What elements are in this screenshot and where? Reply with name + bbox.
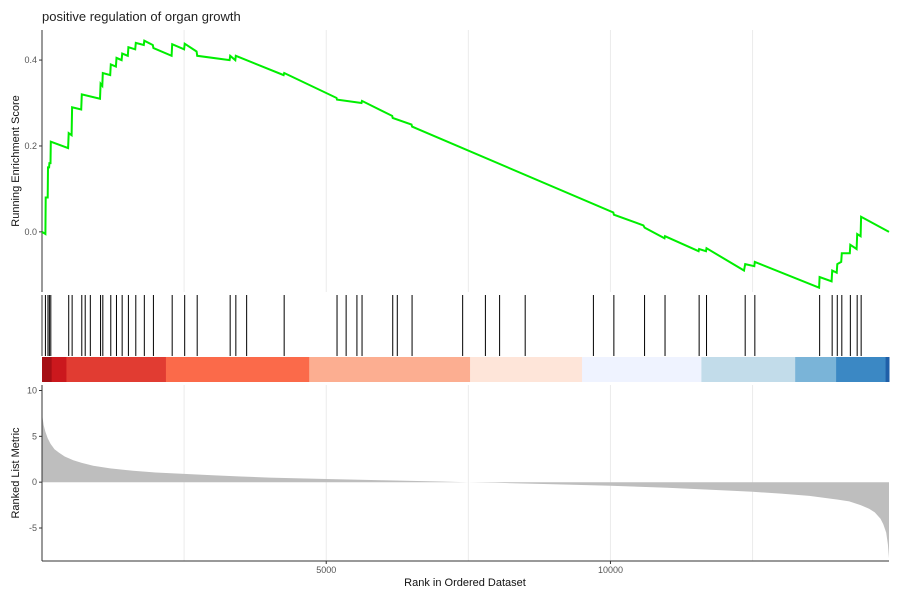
rank-color-segment <box>795 357 837 382</box>
es-y-tick-label: 0.0 <box>24 227 37 237</box>
rank-color-segment <box>701 357 796 382</box>
rank-color-segment <box>885 357 890 382</box>
metric-x-ticks: 5000 10000 <box>316 561 623 575</box>
es-y-tick-label: 0.2 <box>24 141 37 151</box>
hit-lines <box>44 295 862 356</box>
metric-x-tick-label: 10000 <box>598 565 623 575</box>
metric-x-axis-title: Rank in Ordered Dataset <box>404 577 526 589</box>
ranked-metric-panel: -5 0 5 10 5000 10000 Rank in Ordered Dataset… <box>10 385 889 589</box>
enrichment-score-panel: 0.0 0.2 0.4 Running Enrichment Score <box>10 30 890 292</box>
hit-positions-panel <box>41 295 862 356</box>
metric-area <box>42 412 889 559</box>
metric-gridlines <box>183 385 754 561</box>
rank-color-segment <box>836 357 887 382</box>
metric-y-tick-label: 10 <box>27 386 37 396</box>
metric-y-tick-label: 0 <box>32 477 37 487</box>
es-y-axis-title: Running Enrichment Score <box>10 95 22 226</box>
rank-color-segment <box>309 357 471 382</box>
es-y-tick-label: 0.4 <box>24 55 37 65</box>
metric-x-tick-label: 5000 <box>316 565 336 575</box>
metric-y-axis-title: Ranked List Metric <box>10 427 22 519</box>
es-gridlines <box>183 30 754 292</box>
rank-color-segment <box>470 357 583 382</box>
rank-color-segment <box>51 357 67 382</box>
es-y-ticks: 0.0 0.2 0.4 <box>24 55 42 237</box>
chart-title: positive regulation of organ growth <box>42 9 241 24</box>
metric-y-tick-label: 5 <box>32 431 37 441</box>
metric-y-tick-label: -5 <box>29 523 37 533</box>
es-series-line <box>41 39 890 290</box>
rank-color-segment <box>582 357 702 382</box>
rank-color-segment <box>42 357 53 382</box>
rank-color-bar <box>42 357 890 382</box>
rank-color-segment <box>66 357 167 382</box>
metric-y-ticks: -5 0 5 10 <box>27 386 42 533</box>
rank-color-segment <box>165 357 310 382</box>
